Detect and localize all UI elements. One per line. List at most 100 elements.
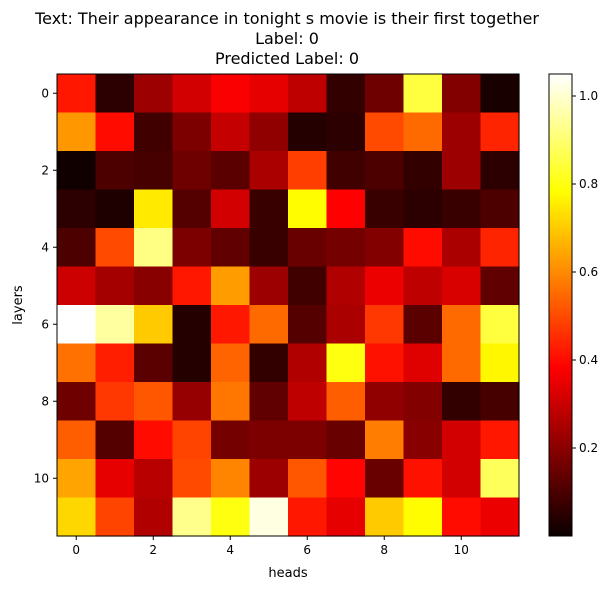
heatmap-cell bbox=[95, 151, 135, 191]
heatmap-cell bbox=[288, 497, 328, 537]
heatmap-cell bbox=[365, 382, 405, 422]
heatmap-cell bbox=[172, 74, 212, 114]
colorbar-tick-label: 0.2 bbox=[579, 441, 598, 455]
chart-title-line-1: Text: Their appearance in tonight s movi… bbox=[34, 9, 539, 28]
heatmap-cell bbox=[249, 305, 289, 345]
heatmap-cell bbox=[134, 228, 174, 268]
heatmap-cell bbox=[172, 228, 212, 268]
heatmap-cell bbox=[172, 305, 212, 345]
heatmap-cell bbox=[288, 382, 328, 422]
heatmap-cell bbox=[403, 382, 443, 422]
heatmap-cell bbox=[288, 112, 328, 152]
x-tick-label: 0 bbox=[72, 543, 80, 557]
heatmap-cell bbox=[95, 382, 135, 422]
x-tick-label: 4 bbox=[226, 543, 234, 557]
heatmap-cell bbox=[442, 228, 482, 268]
heatmap-cell bbox=[365, 112, 405, 152]
heatmap-cell bbox=[211, 74, 251, 114]
heatmap-cell bbox=[365, 420, 405, 460]
heatmap-cell bbox=[480, 74, 520, 114]
heatmap-cell bbox=[480, 266, 520, 306]
colorbar bbox=[548, 73, 573, 537]
x-axis-label: heads bbox=[268, 566, 307, 581]
x-tick-label: 6 bbox=[303, 543, 311, 557]
heatmap-cell bbox=[95, 74, 135, 114]
heatmap-cell bbox=[211, 228, 251, 268]
y-tick-label: 4 bbox=[41, 240, 49, 254]
x-tick-label: 10 bbox=[454, 543, 469, 557]
heatmap-cell bbox=[95, 459, 135, 499]
heatmap-cell bbox=[57, 382, 97, 422]
chart-title-line-3: Predicted Label: 0 bbox=[215, 49, 359, 68]
heatmap-cell bbox=[442, 112, 482, 152]
heatmap-cell bbox=[326, 74, 366, 114]
heatmap-cell bbox=[480, 382, 520, 422]
heatmap-cell bbox=[480, 151, 520, 191]
heatmap-cell bbox=[326, 382, 366, 422]
heatmap-cell bbox=[249, 459, 289, 499]
heatmap-cell bbox=[249, 382, 289, 422]
heatmap-cell bbox=[365, 459, 405, 499]
heatmap-cell bbox=[326, 343, 366, 383]
heatmap-cell bbox=[403, 343, 443, 383]
heatmap-cell bbox=[211, 151, 251, 191]
y-tick-label: 0 bbox=[41, 86, 49, 100]
heatmap-cell bbox=[365, 228, 405, 268]
heatmap-cell bbox=[211, 382, 251, 422]
heatmap-cell bbox=[57, 112, 97, 152]
colorbar-tick-label: 0.8 bbox=[579, 177, 598, 191]
heatmap-cell bbox=[326, 228, 366, 268]
heatmap-cell bbox=[403, 459, 443, 499]
heatmap-cell bbox=[249, 228, 289, 268]
heatmap-cell bbox=[288, 459, 328, 499]
heatmap-cell bbox=[288, 343, 328, 383]
heatmap-cell bbox=[57, 228, 97, 268]
heatmap-cell bbox=[288, 74, 328, 114]
heatmap-cell bbox=[403, 420, 443, 460]
heatmap-cell bbox=[95, 112, 135, 152]
heatmap-cell bbox=[172, 459, 212, 499]
heatmap-cell bbox=[288, 228, 328, 268]
heatmap-cell bbox=[57, 343, 97, 383]
heatmap-cell bbox=[172, 497, 212, 537]
x-tick-label: 2 bbox=[149, 543, 157, 557]
colorbar-tick-label: 0.4 bbox=[579, 353, 598, 367]
heatmap-cell bbox=[172, 420, 212, 460]
heatmap-cell bbox=[442, 266, 482, 306]
colorbar-tick-label: 0.6 bbox=[579, 265, 598, 279]
heatmap-cell bbox=[57, 420, 97, 460]
heatmap-cell bbox=[134, 497, 174, 537]
heatmap-cell bbox=[95, 189, 135, 229]
heatmap-cell bbox=[480, 343, 520, 383]
heatmap-cell bbox=[326, 305, 366, 345]
heatmap-cell bbox=[134, 151, 174, 191]
heatmap-cell bbox=[442, 459, 482, 499]
heatmap-cell bbox=[442, 497, 482, 537]
heatmap-cell bbox=[134, 305, 174, 345]
heatmap-cell bbox=[326, 420, 366, 460]
heatmap-cell bbox=[249, 151, 289, 191]
y-axis-label: layers bbox=[11, 285, 26, 325]
heatmap-cell bbox=[172, 343, 212, 383]
heatmap-cell bbox=[442, 343, 482, 383]
heatmap-cell bbox=[442, 189, 482, 229]
heatmap-cell bbox=[326, 112, 366, 152]
heatmap-cell bbox=[134, 420, 174, 460]
heatmap-cells bbox=[57, 74, 520, 537]
heatmap-cell bbox=[403, 305, 443, 345]
heatmap-cell bbox=[249, 74, 289, 114]
heatmap-cell bbox=[211, 112, 251, 152]
heatmap-cell bbox=[249, 266, 289, 306]
heatmap-cell bbox=[365, 305, 405, 345]
heatmap-cell bbox=[134, 382, 174, 422]
heatmap-cell bbox=[57, 305, 97, 345]
heatmap-cell bbox=[288, 189, 328, 229]
heatmap-cell bbox=[172, 151, 212, 191]
heatmap-cell bbox=[249, 420, 289, 460]
colorbar-tick-label: 1.0 bbox=[579, 89, 598, 103]
y-tick-label: 8 bbox=[41, 394, 49, 408]
heatmap-cell bbox=[480, 305, 520, 345]
heatmap-cell bbox=[172, 266, 212, 306]
heatmap-cell bbox=[57, 151, 97, 191]
heatmap-cell bbox=[172, 112, 212, 152]
